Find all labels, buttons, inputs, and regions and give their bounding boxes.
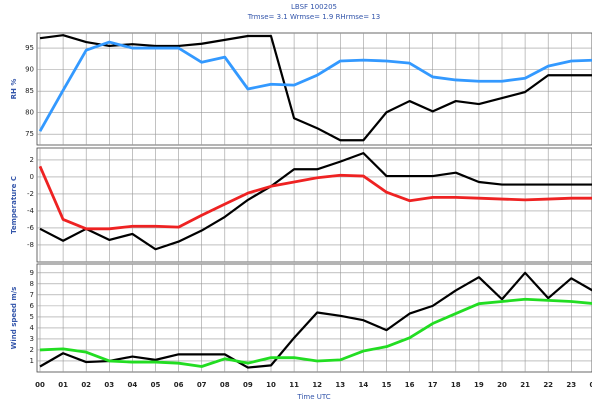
x-tick-label: 10 bbox=[266, 381, 276, 389]
x-tick-label: 04 bbox=[128, 381, 138, 389]
x-tick-label: 16 bbox=[405, 381, 415, 389]
line bbox=[39, 34, 592, 142]
x-tick-label: 11 bbox=[289, 381, 299, 389]
line bbox=[39, 297, 592, 368]
x-tick-label: 23 bbox=[566, 381, 576, 389]
y-tick-label: 90 bbox=[25, 66, 34, 74]
chart-title: LBSF 100205 bbox=[291, 3, 337, 11]
x-tick-label: 06 bbox=[174, 381, 184, 389]
y-tick-label: 8 bbox=[30, 280, 34, 288]
y-tick-label: 0 bbox=[30, 173, 34, 181]
x-tick-label: 21 bbox=[520, 381, 530, 389]
y-tick-label: -2 bbox=[27, 190, 34, 198]
x-tick-label: 08 bbox=[220, 381, 230, 389]
x-tick-label: 01 bbox=[58, 381, 68, 389]
y-tick-label: 5 bbox=[30, 313, 34, 321]
x-tick-label: 19 bbox=[474, 381, 484, 389]
y-tick-label: -4 bbox=[27, 207, 35, 215]
y-tick-label: 95 bbox=[25, 44, 34, 52]
y-tick-label: -6 bbox=[27, 224, 35, 232]
y-tick-label: 80 bbox=[25, 109, 34, 117]
y-axis-label: RH % bbox=[10, 79, 18, 100]
x-tick-label: 17 bbox=[428, 381, 438, 389]
line bbox=[38, 165, 592, 231]
x-tick-label: 02 bbox=[81, 381, 91, 389]
y-tick-label: 2 bbox=[30, 346, 34, 354]
line bbox=[38, 40, 592, 132]
panel bbox=[36, 32, 592, 146]
panel bbox=[36, 263, 592, 373]
y-tick-label: 2 bbox=[30, 156, 34, 164]
x-tick-label: 00 bbox=[590, 381, 592, 389]
y-tick-label: 85 bbox=[25, 87, 34, 95]
x-tick-label: 14 bbox=[359, 381, 369, 389]
y-tick-label: -8 bbox=[27, 241, 34, 249]
x-tick-label: 22 bbox=[543, 381, 553, 389]
x-tick-label: 12 bbox=[312, 381, 322, 389]
y-tick-label: 75 bbox=[25, 130, 34, 138]
chart-subtitle: Trmse= 3.1 Wrmse= 1.9 RHrmse= 13 bbox=[247, 13, 380, 21]
y-axis-label: Wind speed m/s bbox=[10, 287, 18, 350]
x-tick-label: 13 bbox=[335, 381, 345, 389]
y-tick-label: 9 bbox=[30, 269, 34, 277]
x-axis-label: Time UTC bbox=[296, 393, 330, 401]
x-tick-label: 20 bbox=[497, 381, 507, 389]
x-tick-label: 09 bbox=[243, 381, 253, 389]
x-tick-label: 15 bbox=[382, 381, 392, 389]
y-tick-label: 6 bbox=[30, 302, 35, 310]
x-tick-label: 18 bbox=[451, 381, 461, 389]
y-tick-label: 1 bbox=[30, 357, 34, 365]
x-tick-label: 07 bbox=[197, 381, 207, 389]
y-tick-label: 3 bbox=[30, 335, 34, 343]
line bbox=[39, 152, 592, 251]
panel bbox=[36, 147, 592, 263]
x-tick-label: 05 bbox=[151, 381, 161, 389]
x-tick-label: 00 bbox=[35, 381, 45, 389]
x-tick-label: 03 bbox=[104, 381, 114, 389]
line bbox=[39, 271, 592, 369]
y-tick-label: 7 bbox=[30, 291, 34, 299]
y-axis-label: Temperature C bbox=[10, 176, 18, 234]
y-tick-label: 4 bbox=[30, 324, 35, 332]
